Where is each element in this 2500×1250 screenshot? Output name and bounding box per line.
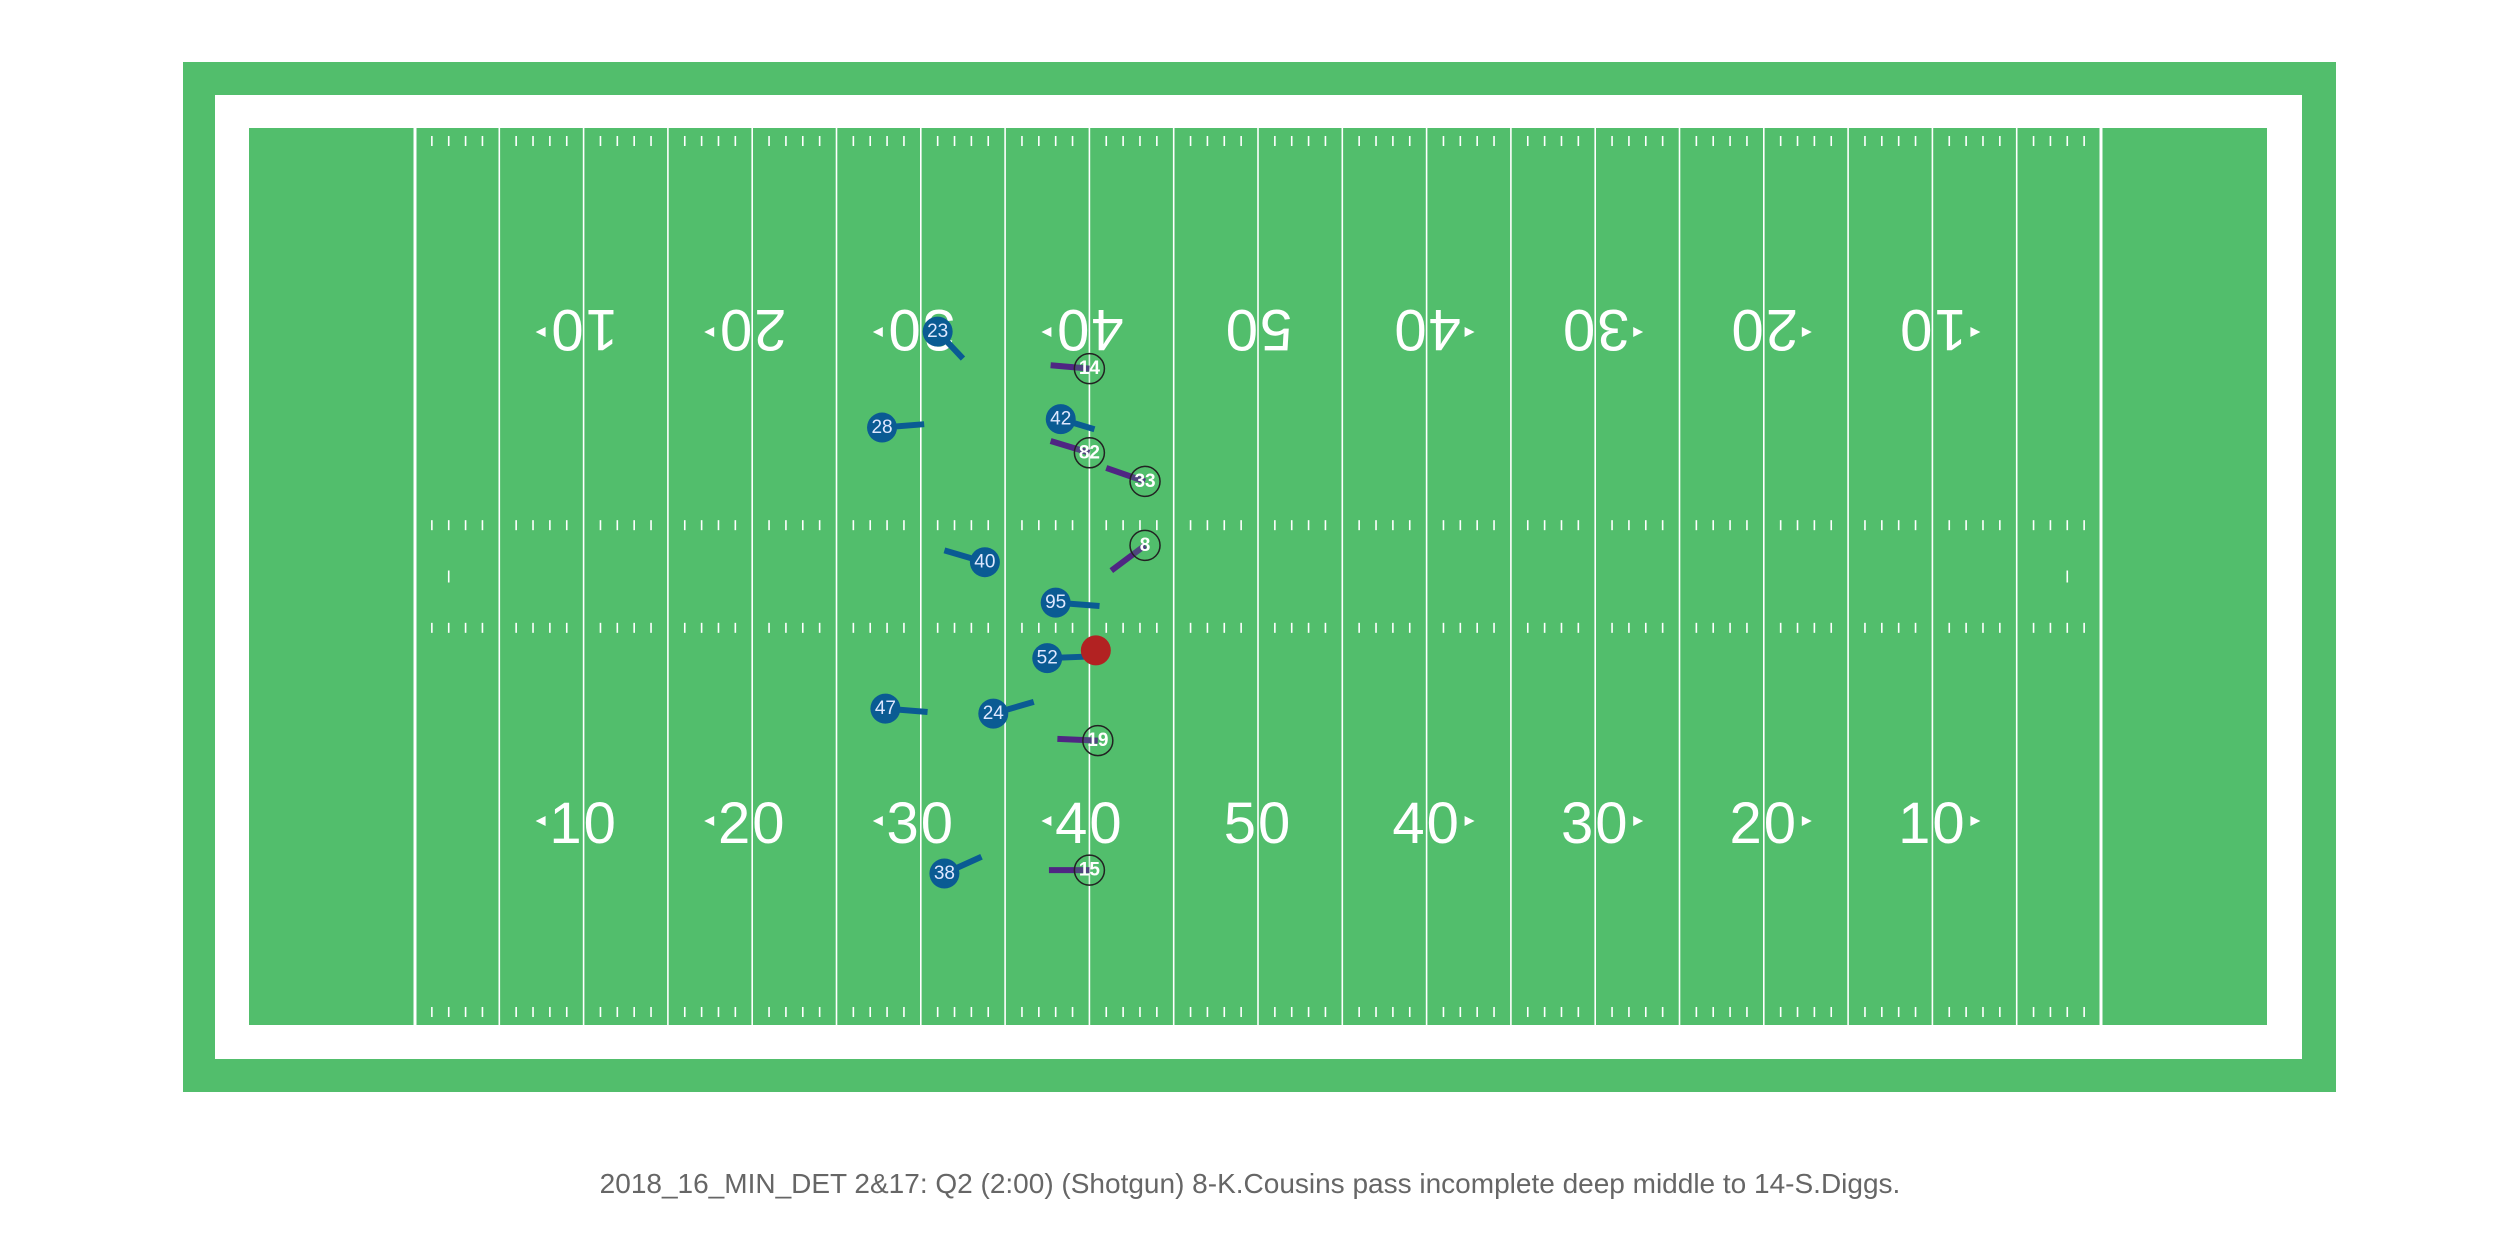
defense-player-42: 42: [1045, 404, 1096, 435]
direction-arrow-icon: [1041, 326, 1052, 337]
yard-number-bottom: 50: [1224, 791, 1293, 856]
jersey-number: 47: [875, 698, 896, 719]
jersey-number: 28: [871, 417, 892, 438]
player-marker: [1082, 724, 1114, 757]
jersey-number: 38: [934, 863, 955, 884]
yard-number-bottom: 40: [1055, 791, 1124, 856]
yard-number-top: 50: [1224, 297, 1293, 362]
direction-arrow-icon: [1464, 326, 1475, 337]
player-marker: [870, 693, 901, 724]
yard-number-top: 10: [549, 297, 618, 362]
player-marker: [978, 698, 1009, 729]
yard-number-top: 40: [1055, 297, 1124, 362]
jersey-number: 40: [974, 552, 995, 573]
direction-arrow-icon: [1633, 816, 1644, 827]
offense-player-8: 8: [1109, 529, 1161, 574]
defense-player-95: 95: [1040, 587, 1100, 618]
player-marker: [969, 547, 1000, 578]
direction-arrow-icon: [704, 326, 715, 337]
defense-player-38: 38: [929, 853, 983, 889]
direction-arrow-icon: [1464, 816, 1475, 827]
football-marker: [1080, 635, 1111, 666]
defense-player-47: 47: [870, 693, 928, 724]
yard-number-bottom: 10: [1898, 791, 1967, 856]
yard-number-top: 20: [718, 297, 787, 362]
yard-number-bottom: 40: [1392, 791, 1461, 856]
jersey-number: 42: [1050, 409, 1071, 430]
defense-player-40: 40: [943, 547, 1000, 578]
yard-number-bottom: 10: [549, 791, 618, 856]
yard-number-bottom: 30: [1561, 791, 1630, 856]
direction-vector: [1109, 542, 1147, 574]
play-description: 2018_16_MIN_DET 2&17: Q2 (2:00) (Shotgun…: [599, 1168, 1901, 1199]
player-marker: [1073, 352, 1106, 385]
yard-number-top: 40: [1392, 297, 1461, 362]
direction-arrow-icon: [704, 816, 715, 827]
offense-player-19: 19: [1057, 724, 1114, 757]
direction-arrow-icon: [872, 816, 883, 827]
direction-arrow-icon: [535, 816, 546, 827]
direction-vector: [1049, 438, 1091, 456]
defense-player-23: 23: [922, 316, 966, 361]
offense-player-14: 14: [1050, 352, 1106, 385]
jersey-number: 15: [1079, 860, 1101, 881]
offense-player-33: 33: [1105, 465, 1161, 498]
yard-number-bottom: 20: [718, 791, 787, 856]
direction-arrow-icon: [1970, 816, 1981, 827]
player-marker: [1032, 643, 1063, 674]
direction-arrow-icon: [1633, 326, 1644, 337]
jersey-number: 33: [1134, 471, 1155, 492]
defense-player-28: 28: [867, 412, 925, 443]
yard-number-top: 20: [1730, 297, 1799, 362]
jersey-number: 82: [1079, 442, 1100, 463]
direction-arrow-icon: [1801, 326, 1812, 337]
player-marker: [1040, 587, 1071, 618]
player-marker: [867, 412, 898, 443]
jersey-number: 23: [927, 321, 948, 342]
direction-arrow-icon: [1041, 816, 1052, 827]
defense-player-24: 24: [978, 698, 1035, 729]
direction-arrow-icon: [1970, 326, 1981, 337]
players: 23 28 42 40 95 52 47 24 38 14 82 33 8 19 15: [867, 316, 1161, 889]
direction-vector: [1057, 735, 1098, 744]
player-marker: [1129, 465, 1161, 498]
player-marker: [922, 316, 953, 347]
jersey-number: 8: [1140, 535, 1151, 556]
direction-arrow-icon: [1801, 816, 1812, 827]
direction-arrow-icon: [872, 326, 883, 337]
player-marker: [1073, 437, 1106, 469]
jersey-number: 19: [1087, 730, 1108, 751]
jersey-number: 52: [1037, 648, 1058, 669]
player-marker: [1129, 529, 1161, 562]
direction-vector: [1050, 362, 1090, 372]
jersey-number: 14: [1079, 358, 1101, 379]
offense-player-15: 15: [1048, 854, 1106, 886]
field-markings: [413, 128, 2103, 1025]
direction-arrow-icon: [535, 326, 546, 337]
direction-vector: [1105, 465, 1147, 485]
player-marker: [929, 858, 960, 889]
yard-number-bottom: 20: [1730, 791, 1799, 856]
yard-number-top: 10: [1898, 297, 1967, 362]
offense-player-82: 82: [1049, 437, 1106, 469]
player-marker: [1073, 854, 1106, 886]
yard-number-bottom: 30: [887, 791, 956, 856]
jersey-number: 95: [1045, 592, 1066, 613]
yard-number-top: 30: [1561, 297, 1630, 362]
player-marker: [1045, 404, 1076, 435]
jersey-number: 24: [983, 703, 1005, 724]
